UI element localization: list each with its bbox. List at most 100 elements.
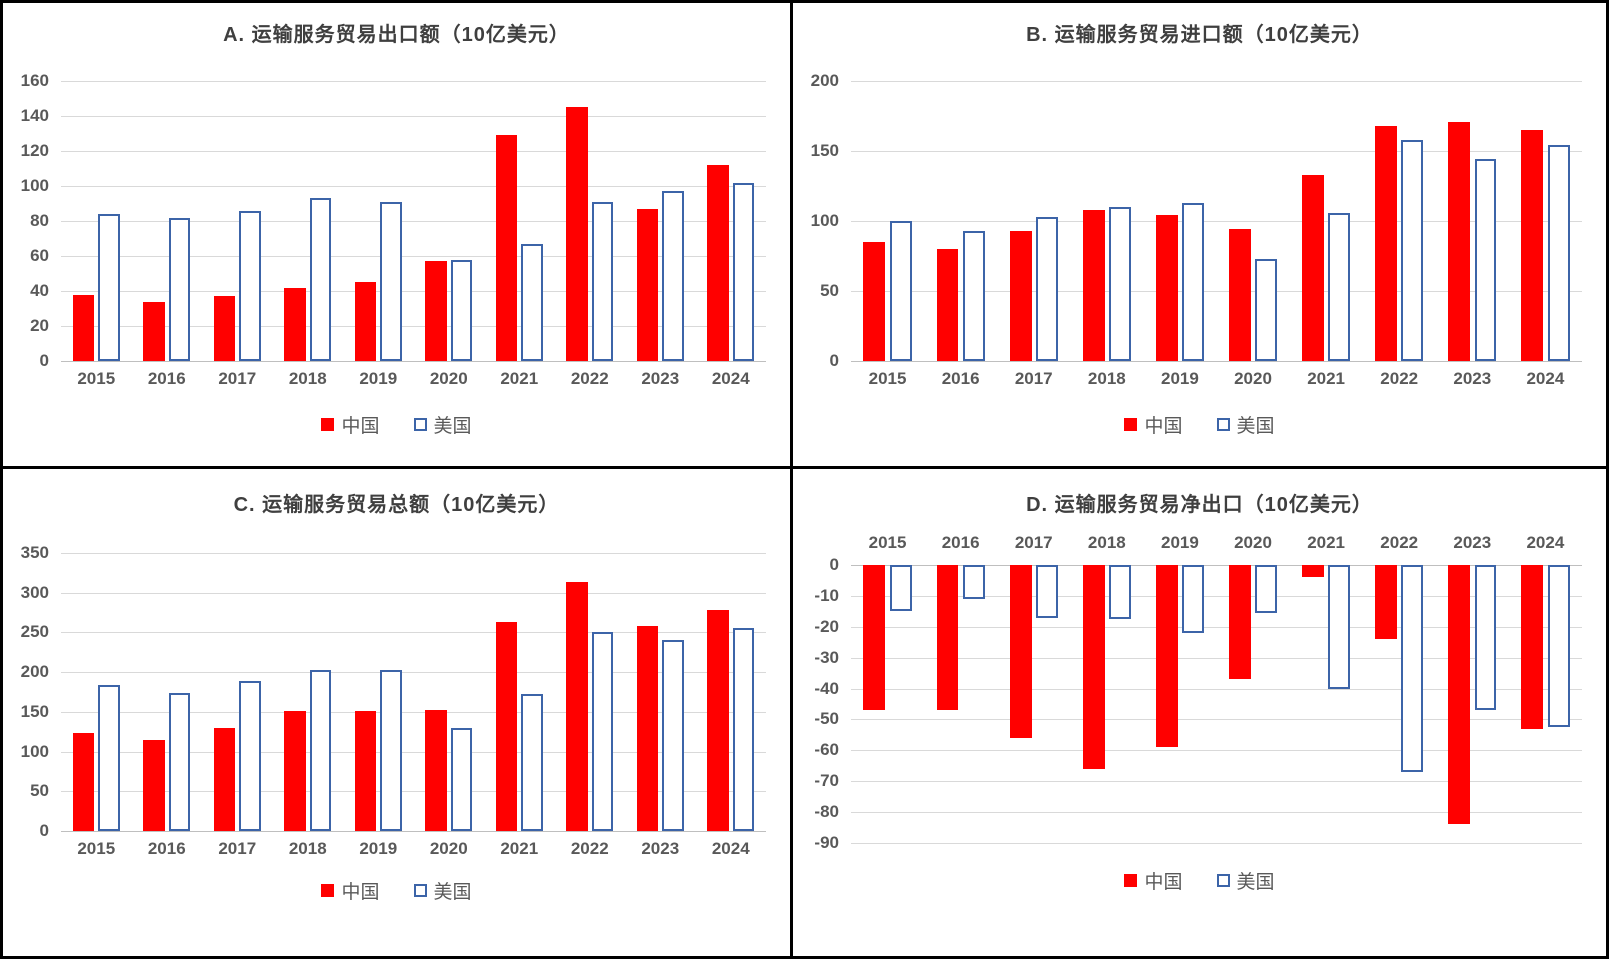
x-tick-label-2015: 2015 xyxy=(868,533,907,552)
bar-china-2019 xyxy=(1155,215,1178,361)
x-tick-label-2020: 2020 xyxy=(429,839,468,858)
panel-total: C. 运输服务贸易总额（10亿美元） 0 50 100 150 200 250 300 350… xyxy=(3,466,790,956)
y-tick-label: 50 xyxy=(30,781,49,801)
axis-baseline xyxy=(61,831,766,832)
legend-label-china: 中国 xyxy=(1144,416,1183,437)
bar-china-2023 xyxy=(1448,121,1471,361)
gridline xyxy=(851,688,1582,690)
bar-china-2019 xyxy=(354,711,377,831)
bar-usa-2015 xyxy=(889,565,912,612)
bar-china-2019 xyxy=(1155,565,1178,748)
gridline xyxy=(851,657,1582,659)
bar-china-2022 xyxy=(1375,565,1398,640)
x-tick-label-2015: 2015 xyxy=(77,369,116,388)
gridline xyxy=(851,81,1582,82)
bar-usa-2023 xyxy=(1474,159,1497,361)
bar-china-2018 xyxy=(284,287,306,361)
chart-area-net-exports: -90 -80 -70 -60 -50 -40 -30 -20 -10 0 xyxy=(793,555,1606,852)
x-tick-label-2018: 2018 xyxy=(288,839,327,858)
legend-item-china: 中国 xyxy=(1124,867,1183,894)
y-tick-label: 150 xyxy=(20,701,49,721)
bar-china-2017 xyxy=(213,296,236,361)
bar-china-2022 xyxy=(566,107,588,361)
bar-usa-2023 xyxy=(662,191,684,361)
bar-china-2016 xyxy=(143,301,165,361)
bar-usa-2017 xyxy=(239,210,261,361)
y-tick-label: -90 xyxy=(814,833,839,852)
x-tick-label-2017: 2017 xyxy=(218,839,257,858)
bar-china-2016 xyxy=(936,565,959,711)
x-tick-label-2021: 2021 xyxy=(1307,533,1346,552)
legend-swatch-china xyxy=(321,884,335,897)
legend-net-exports: 中国 美国 xyxy=(793,867,1606,894)
gridline xyxy=(851,781,1582,783)
x-axis-labels-total: 2015 2016 2017 2018 2019 2020 2021 2022 2023 2024 xyxy=(61,839,766,859)
bar-china-2020 xyxy=(1228,565,1251,680)
legend-swatch-china xyxy=(1124,418,1138,431)
bar-usa-2018 xyxy=(1109,207,1131,361)
x-tick-label-2022: 2022 xyxy=(1380,369,1419,388)
gridline xyxy=(61,592,766,594)
bar-china-2017 xyxy=(1009,230,1032,361)
bar-usa-2019 xyxy=(380,669,402,831)
gridline xyxy=(851,221,1582,222)
x-tick-label-2017: 2017 xyxy=(1014,369,1053,388)
plot-area-total xyxy=(61,553,766,832)
bar-usa-2016 xyxy=(962,230,985,361)
chart-area-total: 0 50 100 150 200 250 300 350 xyxy=(3,543,790,840)
bar-china-2015 xyxy=(72,294,95,361)
gridline xyxy=(61,326,766,327)
bar-usa-2018 xyxy=(309,198,331,361)
y-tick-label: 300 xyxy=(20,582,49,602)
y-tick-label: 20 xyxy=(30,316,49,335)
legend-item-usa: 美国 xyxy=(413,877,472,904)
x-tick-label-2022: 2022 xyxy=(1380,533,1419,552)
x-axis-labels-imports: 2015 2016 2017 2018 2019 2020 2021 2022 2023 2024 xyxy=(851,369,1582,389)
chart-title-imports: B. 运输服务贸易进口额（10亿美元） xyxy=(1026,24,1373,46)
y-axis-labels-total: 0 50 100 150 200 250 300 350 xyxy=(3,543,61,840)
axis-baseline xyxy=(61,361,766,362)
gridline xyxy=(61,672,766,674)
bar-china-2021 xyxy=(495,135,518,361)
gridline xyxy=(61,751,766,753)
legend-label-usa: 美国 xyxy=(433,416,472,437)
bar-china-2016 xyxy=(143,740,165,831)
gridline xyxy=(61,632,766,634)
plot-area-imports xyxy=(851,81,1582,362)
bar-china-2022 xyxy=(566,581,588,831)
y-tick-label: -60 xyxy=(814,740,839,760)
gridline xyxy=(61,151,766,152)
y-tick-label: -10 xyxy=(814,585,839,605)
bar-china-2023 xyxy=(636,208,659,361)
legend-label-usa: 美国 xyxy=(1236,872,1275,893)
y-tick-label: 350 xyxy=(20,543,49,562)
y-tick-label: 60 xyxy=(30,246,49,265)
legend-swatch-usa xyxy=(413,884,427,897)
bar-usa-2016 xyxy=(168,692,190,831)
plot-area-net-exports xyxy=(851,565,1582,844)
panel-imports: B. 运输服务贸易进口额（10亿美元） 0 50 100 150 200 2015 201… xyxy=(790,3,1606,466)
legend-label-usa: 美国 xyxy=(1236,416,1275,437)
panel-exports: A. 运输服务贸易出口额（10亿美元） 0 20 40 60 80 100 120 140 16… xyxy=(3,3,790,466)
bar-china-2019 xyxy=(354,282,377,361)
panel-net-exports: D. 运输服务贸易净出口（10亿美元） 2015 2016 2017 2018 2019… xyxy=(790,466,1606,956)
x-tick-label-2018: 2018 xyxy=(1087,533,1126,552)
y-tick-label: 0 xyxy=(829,555,839,574)
bar-china-2021 xyxy=(495,622,518,831)
bar-china-2015 xyxy=(72,732,95,831)
x-tick-label-2019: 2019 xyxy=(359,839,398,858)
y-tick-label: 0 xyxy=(829,351,839,370)
bar-usa-2020 xyxy=(450,727,472,831)
x-tick-label-2024: 2024 xyxy=(1526,369,1565,388)
bar-china-2024 xyxy=(707,610,729,831)
y-tick-label: 140 xyxy=(20,106,49,125)
y-tick-label: 160 xyxy=(20,71,49,90)
y-tick-label: 0 xyxy=(39,351,49,370)
chart-title-total: C. 运输服务贸易总额（10亿美元） xyxy=(233,494,560,516)
bar-usa-2020 xyxy=(1255,258,1278,361)
gridline xyxy=(61,81,766,82)
bar-usa-2024 xyxy=(732,182,754,361)
x-tick-label-2022: 2022 xyxy=(570,369,609,388)
x-tick-label-2016: 2016 xyxy=(147,369,186,388)
bar-usa-2017 xyxy=(1035,565,1058,618)
